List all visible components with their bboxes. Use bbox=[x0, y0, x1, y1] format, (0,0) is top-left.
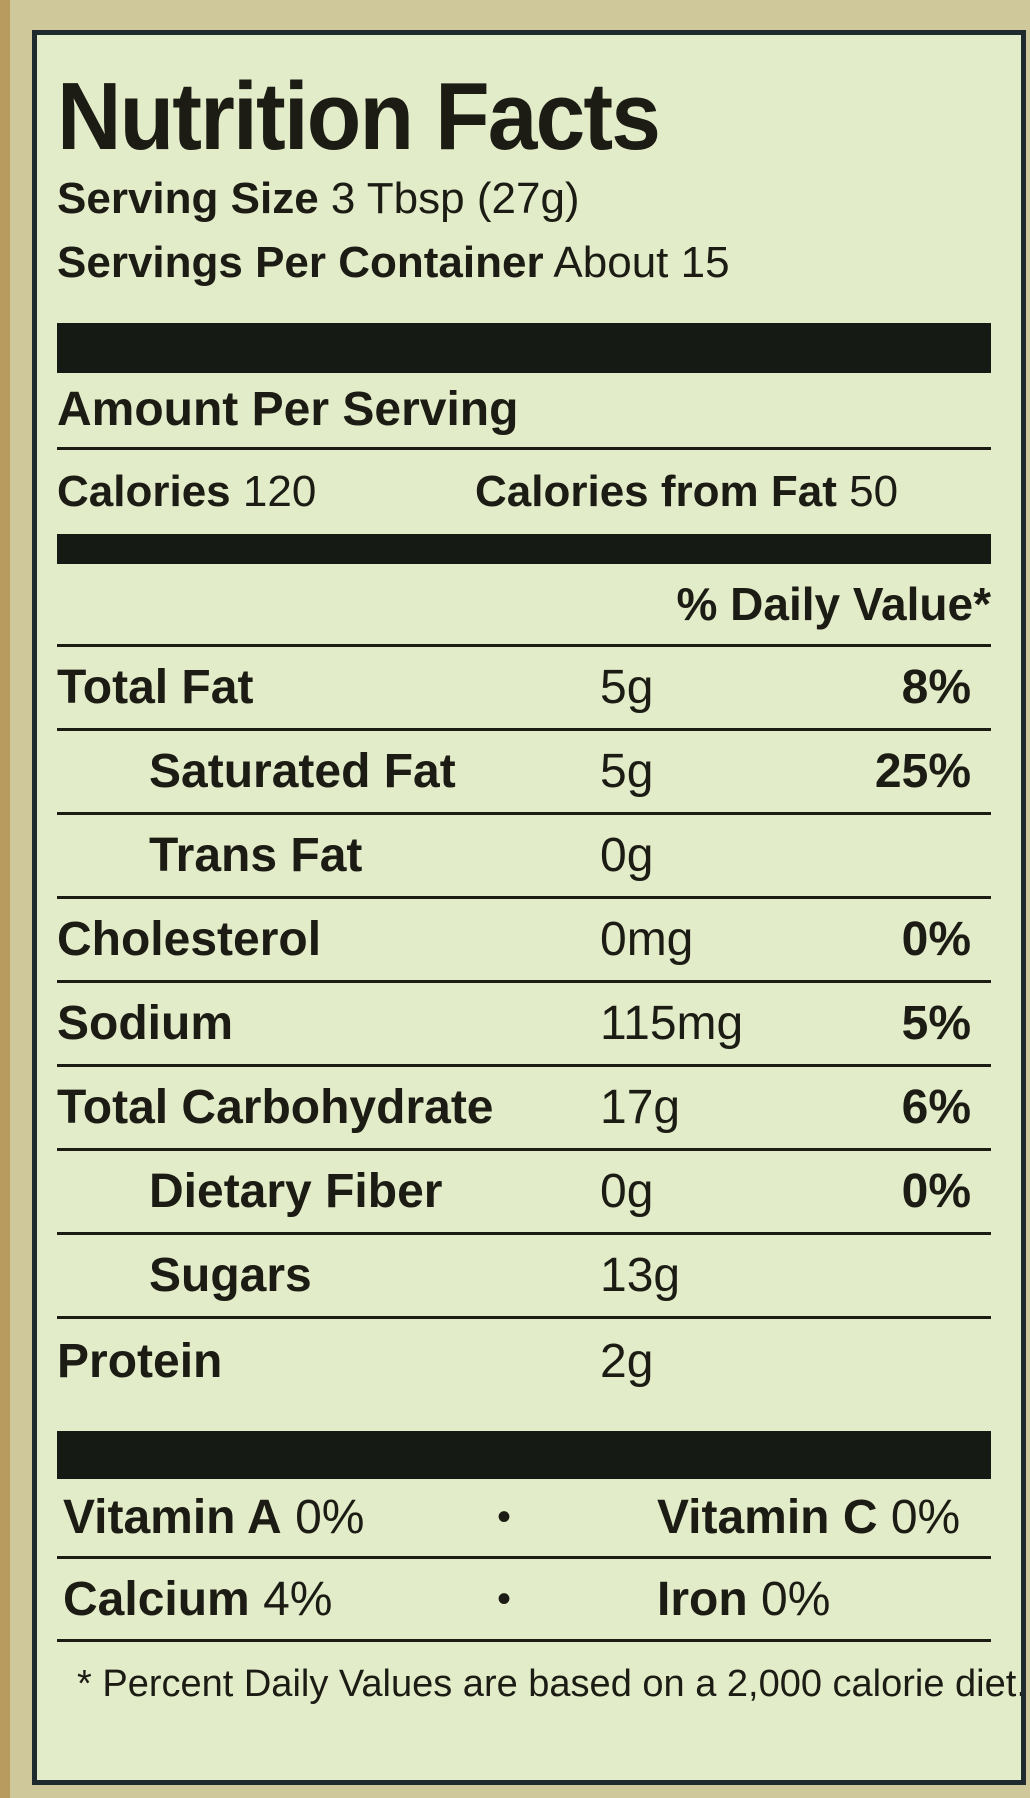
nutrient-amount: 17g bbox=[600, 1081, 681, 1134]
calories-label: Calories bbox=[57, 467, 231, 516]
calories-value: 120 bbox=[242, 467, 317, 516]
nutrient-amount: 0g bbox=[600, 829, 654, 882]
mineral-right: Iron 0% bbox=[657, 1572, 991, 1627]
nutrient-row-trans-fat: Trans Fat 0g bbox=[57, 815, 991, 899]
vitamin-row: Vitamin A 0% • Vitamin C 0% bbox=[57, 1479, 991, 1559]
nutrient-daily-value: 25% bbox=[874, 745, 971, 798]
nutrient-name: Trans Fat bbox=[149, 829, 363, 882]
nutrient-name: Cholesterol bbox=[57, 913, 322, 966]
nutrient-name: Dietary Fiber bbox=[149, 1165, 443, 1218]
nutrient-name: Sodium bbox=[57, 997, 233, 1050]
amount-per-serving-heading: Amount Per Serving bbox=[57, 373, 991, 450]
nutrient-daily-value: 8% bbox=[901, 661, 971, 714]
nutrient-name: Protein bbox=[57, 1334, 223, 1388]
bullet-separator: • bbox=[497, 1576, 512, 1621]
nutrient-daily-value: 5% bbox=[901, 997, 971, 1050]
calories-cell: Calories 120 bbox=[57, 450, 475, 534]
nutrient-name: Saturated Fat bbox=[149, 745, 456, 798]
nutrient-amount: 13g bbox=[600, 1249, 681, 1302]
nutrient-name: Sugars bbox=[149, 1249, 312, 1302]
servings-per-container-line: Servings Per Container About 15 bbox=[57, 231, 991, 295]
nutrient-row-sugars: Sugars 13g bbox=[57, 1235, 991, 1319]
vitamin-a-value: 0% bbox=[295, 1491, 365, 1544]
serving-size-line: Serving Size 3 Tbsp (27g) bbox=[57, 167, 991, 231]
nutrient-row-sodium: Sodium 115mg 5% bbox=[57, 983, 991, 1067]
iron-label: Iron bbox=[657, 1572, 748, 1626]
nutrient-row-total-fat: Total Fat 5g 8% bbox=[57, 647, 991, 731]
nutrient-amount: 0mg bbox=[600, 913, 694, 966]
page-title: Nutrition Facts bbox=[57, 63, 661, 170]
iron-value: 0% bbox=[761, 1572, 831, 1626]
serving-size-value: 3 Tbsp (27g) bbox=[330, 174, 580, 223]
nutrient-row-dietary-fiber: Dietary Fiber 0g 0% bbox=[57, 1151, 991, 1235]
vitamin-c-value: 0% bbox=[890, 1491, 961, 1544]
nutrition-facts-panel: Nutrition Facts Serving Size 3 Tbsp (27g… bbox=[32, 30, 1026, 1785]
vitamin-right: Vitamin C 0% bbox=[657, 1490, 991, 1545]
daily-value-header: % Daily Value* bbox=[57, 564, 991, 647]
nutrient-name: Total Carbohydrate bbox=[57, 1081, 494, 1134]
calcium-value: 4% bbox=[263, 1572, 333, 1626]
calories-from-fat-cell: Calories from Fat 50 bbox=[475, 450, 898, 534]
nutrient-amount: 2g bbox=[600, 1334, 654, 1388]
nutrient-daily-value: 6% bbox=[901, 1081, 971, 1134]
thick-divider bbox=[57, 323, 991, 373]
nutrient-daily-value: 0% bbox=[901, 913, 971, 966]
servings-per-container-value: About 15 bbox=[553, 238, 730, 287]
nutrient-daily-value: 0% bbox=[901, 1165, 971, 1218]
nutrient-row-protein: Protein 2g bbox=[57, 1319, 991, 1403]
mineral-row: Calcium 4% • Iron 0% bbox=[57, 1559, 991, 1639]
nutrient-amount: 0g bbox=[600, 1165, 654, 1218]
nutrient-amount: 5g bbox=[600, 745, 654, 798]
thick-divider bbox=[57, 534, 991, 564]
serving-size-label: Serving Size bbox=[57, 174, 319, 223]
mineral-left: Calcium 4% bbox=[57, 1572, 497, 1627]
vitamin-left: Vitamin A 0% bbox=[57, 1490, 497, 1545]
nutrient-amount: 115mg bbox=[600, 997, 744, 1050]
nutrient-table: Total Fat 5g 8% Saturated Fat 5g 25% Tra… bbox=[57, 647, 991, 1403]
nutrient-row-total-carbohydrate: Total Carbohydrate 17g 6% bbox=[57, 1067, 991, 1151]
calories-line: Calories 120 Calories from Fat 50 bbox=[57, 450, 991, 534]
bullet-separator: • bbox=[497, 1495, 512, 1539]
calories-from-fat-value: 50 bbox=[849, 467, 899, 516]
calories-from-fat-label: Calories from Fat bbox=[475, 467, 837, 516]
vitamin-c-label: Vitamin C bbox=[657, 1491, 878, 1544]
nutrient-name: Total Fat bbox=[57, 661, 254, 714]
nutrient-row-saturated-fat: Saturated Fat 5g 25% bbox=[57, 731, 991, 815]
servings-per-container-label: Servings Per Container bbox=[57, 238, 544, 287]
nutrient-row-cholesterol: Cholesterol 0mg 0% bbox=[57, 899, 991, 983]
calcium-label: Calcium bbox=[63, 1572, 250, 1626]
thick-divider bbox=[57, 1431, 991, 1479]
vitamin-a-label: Vitamin A bbox=[63, 1491, 282, 1544]
footnote: * Percent Daily Values are based on a 2,… bbox=[57, 1639, 1021, 1726]
nutrient-amount: 5g bbox=[600, 661, 654, 714]
